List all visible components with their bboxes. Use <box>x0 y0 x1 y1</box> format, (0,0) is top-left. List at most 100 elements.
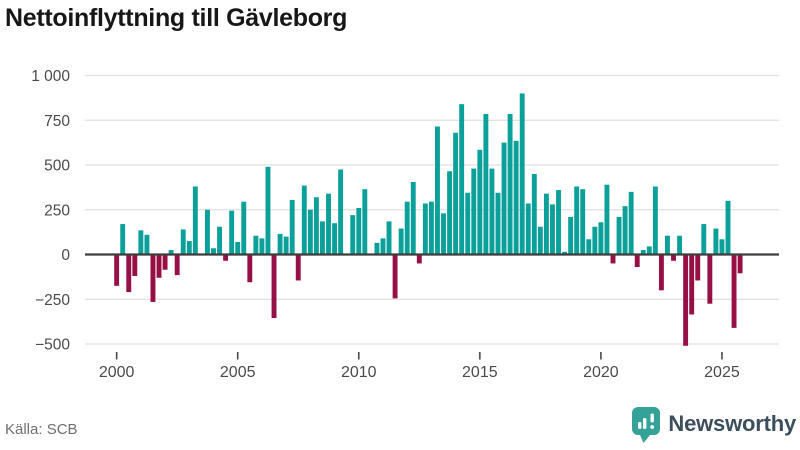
x-axis-tick-label: 2000 <box>99 364 135 381</box>
y-axis-tick-label: 1 000 <box>31 68 70 85</box>
bar-2000Q4 <box>132 255 138 276</box>
bar-2007Q4 <box>301 185 307 255</box>
bar-2015Q2 <box>483 113 489 255</box>
bar-2022Q3 <box>658 255 664 291</box>
bar-2011Q2 <box>386 221 392 255</box>
bar-2004Q1 <box>211 248 216 255</box>
bar-2001Q1 <box>138 230 144 255</box>
bar-2024Q1 <box>695 255 701 281</box>
bar-2000Q2 <box>120 224 126 255</box>
bar-2017Q1 <box>525 203 531 255</box>
bar-2003Q1 <box>186 241 192 255</box>
bar-2004Q2 <box>217 226 222 255</box>
bar-2020Q4 <box>616 216 622 255</box>
bar-2017Q3 <box>537 226 543 255</box>
bar-2021Q1 <box>622 206 628 255</box>
bar-2000Q1 <box>114 255 120 286</box>
bar-2008Q1 <box>307 209 313 255</box>
y-axis-tick-label: −500 <box>35 337 70 354</box>
bar-2014Q2 <box>459 104 465 255</box>
bar-2012Q2 <box>410 182 416 255</box>
y-axis-tick-label: 0 <box>61 247 70 264</box>
bar-2021Q4 <box>640 250 646 255</box>
bar-2011Q4 <box>398 228 404 255</box>
bar-2003Q4 <box>205 209 210 255</box>
bar-2024Q4 <box>713 228 719 255</box>
bar-2020Q1 <box>598 222 604 255</box>
newsworthy-logo-text: Newsworthy <box>668 411 796 436</box>
bar-2002Q4 <box>180 229 186 255</box>
bar-2023Q4 <box>689 255 695 315</box>
bar-2006Q3 <box>271 255 277 319</box>
bar-2002Q2 <box>168 250 174 255</box>
bar-2005Q3 <box>247 255 253 283</box>
bar-2015Q1 <box>477 149 483 255</box>
bar-2018Q1 <box>550 204 555 255</box>
bar-2018Q3 <box>562 251 568 255</box>
bar-2017Q4 <box>543 193 549 255</box>
bar-2023Q1 <box>671 255 676 261</box>
bar-2022Q1 <box>646 246 652 255</box>
bar-2004Q4 <box>229 210 235 255</box>
bar-2013Q2 <box>435 126 440 255</box>
newsworthy-logo[interactable]: Newsworthy <box>631 404 796 444</box>
bar-2000Q3 <box>126 255 132 293</box>
bar-2007Q1 <box>283 236 289 255</box>
bar-2016Q1 <box>501 142 507 255</box>
bar-2018Q4 <box>568 216 574 255</box>
y-axis-tick-label: 250 <box>44 202 70 219</box>
bar-2011Q3 <box>392 255 398 299</box>
x-axis-tick-label: 2010 <box>341 364 377 381</box>
bar-2007Q3 <box>295 255 301 281</box>
bar-2021Q2 <box>628 191 634 255</box>
bar-2019Q2 <box>580 189 586 255</box>
y-axis-tick-label: 750 <box>44 113 70 130</box>
bar-2016Q2 <box>507 113 513 255</box>
bar-2021Q3 <box>634 255 640 268</box>
bar-2009Q1 <box>332 223 338 255</box>
bar-2008Q3 <box>320 221 325 255</box>
bar-2012Q4 <box>422 203 428 255</box>
bar-2012Q1 <box>404 201 410 255</box>
bar-2001Q3 <box>150 255 156 302</box>
bar-2004Q3 <box>223 255 229 261</box>
bar-2016Q4 <box>519 93 525 255</box>
bar-2025Q1 <box>719 239 725 255</box>
bar-2017Q2 <box>531 173 537 255</box>
bar-2006Q4 <box>277 233 283 255</box>
bar-2022Q4 <box>665 235 670 255</box>
bar-2008Q2 <box>313 197 319 255</box>
bar-2005Q4 <box>253 235 259 255</box>
bar-2003Q2 <box>192 186 198 255</box>
bar-2007Q2 <box>289 199 295 255</box>
bar-2006Q2 <box>265 166 271 255</box>
bar-2002Q3 <box>174 255 180 276</box>
bar-2018Q2 <box>556 190 561 255</box>
bar-2024Q3 <box>707 255 713 304</box>
bar-2016Q3 <box>513 140 519 255</box>
x-axis-tick-label: 2025 <box>704 364 740 381</box>
bar-2012Q3 <box>416 255 422 264</box>
bar-2005Q1 <box>235 241 241 255</box>
bar-2022Q2 <box>652 186 658 255</box>
y-axis-tick-label: 500 <box>44 158 70 175</box>
bar-2025Q2 <box>725 200 731 255</box>
y-axis-tick-label: −250 <box>35 292 70 309</box>
x-axis-tick-label: 2015 <box>462 364 498 381</box>
bar-2005Q2 <box>241 201 247 255</box>
bar-2009Q2 <box>338 169 344 255</box>
bar-2019Q3 <box>586 239 592 255</box>
bar-2014Q4 <box>471 168 477 255</box>
bar-2001Q2 <box>144 234 150 255</box>
bar-2001Q4 <box>156 255 162 278</box>
bar-2025Q3 <box>731 255 737 328</box>
bar-2013Q3 <box>441 213 446 255</box>
bar-2019Q4 <box>592 226 598 255</box>
chart-title: Nettoinflyttning till Gävleborg <box>5 4 348 32</box>
bar-2010Q2 <box>362 189 368 255</box>
bar-2023Q2 <box>677 235 683 255</box>
bar-2019Q1 <box>574 186 580 255</box>
bar-2011Q1 <box>380 238 386 255</box>
